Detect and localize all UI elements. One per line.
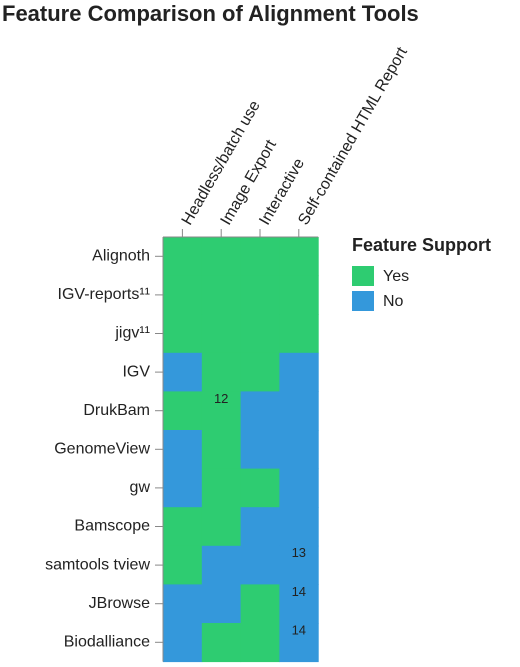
cell	[279, 623, 319, 663]
cell	[163, 391, 203, 431]
row-label: IGV-reports¹¹	[58, 286, 150, 303]
cell	[163, 275, 203, 315]
cell	[163, 623, 203, 663]
cell	[240, 545, 280, 585]
chart-title: Feature Comparison of Alignment Tools	[2, 1, 419, 26]
cell	[201, 391, 242, 431]
cell	[201, 584, 242, 624]
cell	[201, 352, 242, 392]
row-label: DrukBam	[83, 402, 150, 419]
row-label: JBrowse	[89, 595, 150, 612]
cell	[163, 468, 203, 508]
legend-label: Yes	[383, 268, 409, 285]
row-label: Biodalliance	[64, 634, 150, 651]
cell	[163, 314, 203, 354]
cell	[163, 430, 203, 470]
cell	[201, 237, 242, 277]
row-label: GenomeView	[54, 441, 150, 458]
cell	[163, 584, 203, 624]
cell-label: 14	[292, 584, 306, 599]
row-label: Bamscope	[74, 518, 150, 535]
cell	[240, 430, 280, 470]
cell	[279, 237, 319, 277]
cell	[279, 584, 319, 624]
row-label: Alignoth	[92, 248, 150, 265]
cell	[201, 545, 242, 585]
cell	[279, 545, 319, 585]
legend-title: Feature Support	[352, 235, 491, 255]
row-label: gw	[130, 479, 151, 496]
cell	[163, 545, 203, 585]
column-label: Self-contained HTML Report	[295, 44, 411, 228]
cell	[240, 237, 280, 277]
cell	[201, 507, 242, 547]
legend-swatch	[352, 291, 374, 311]
cell	[240, 314, 280, 354]
cell	[201, 314, 242, 354]
cell	[163, 507, 203, 547]
cell	[279, 314, 319, 354]
cell-label: 14	[292, 622, 306, 637]
cell	[279, 507, 319, 547]
legend-label: No	[383, 293, 404, 310]
cell	[163, 237, 203, 277]
cell	[240, 623, 280, 663]
cell	[201, 623, 242, 663]
cell	[279, 391, 319, 431]
cell-label: 13	[292, 545, 306, 560]
cell	[240, 584, 280, 624]
cell	[163, 352, 203, 392]
cell	[279, 430, 319, 470]
cell	[240, 352, 280, 392]
cell	[279, 352, 319, 392]
row-label: jigv¹¹	[114, 325, 150, 342]
legend-swatch	[352, 266, 374, 286]
row-label: IGV	[122, 363, 150, 380]
cell	[240, 468, 280, 508]
row-label: samtools tview	[45, 556, 150, 573]
cell	[240, 275, 280, 315]
cell	[240, 507, 280, 547]
cell	[279, 275, 319, 315]
cell	[240, 391, 280, 431]
cell	[201, 275, 242, 315]
cell	[201, 430, 242, 470]
cell	[201, 468, 242, 508]
cell-label: 12	[214, 391, 228, 406]
cell	[279, 468, 319, 508]
